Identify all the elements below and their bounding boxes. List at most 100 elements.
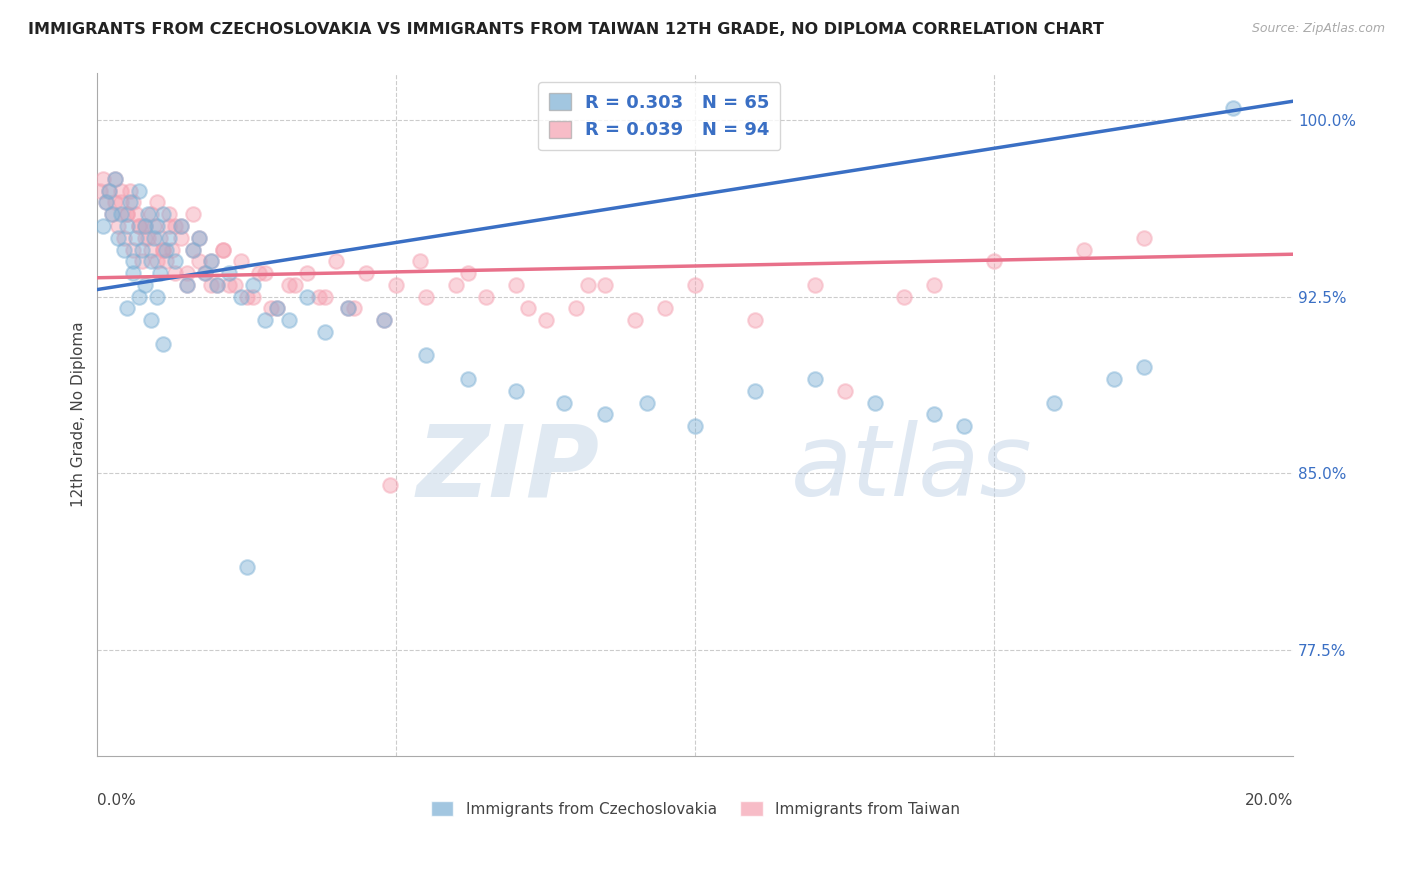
Point [176, 277, 198, 292]
Text: 20.0%: 20.0% [1244, 793, 1294, 808]
Point [98, 184, 121, 198]
Point [110, 184, 132, 198]
Point [457, 266, 479, 280]
Point [141, 243, 163, 257]
Point [91, 219, 114, 233]
Point [457, 372, 479, 386]
Point [131, 254, 153, 268]
Point [165, 219, 187, 233]
Point [89, 184, 111, 198]
Point [125, 231, 148, 245]
Point [212, 243, 235, 257]
Point [134, 231, 156, 245]
Point [134, 219, 156, 233]
Point [200, 277, 222, 292]
Point [924, 277, 946, 292]
Point [373, 313, 395, 327]
Point [803, 372, 825, 386]
Point [505, 277, 527, 292]
Point [744, 384, 766, 398]
Point [146, 289, 169, 303]
Text: 0.0%: 0.0% [97, 793, 136, 808]
Point [149, 266, 172, 280]
Point [260, 301, 283, 316]
Point [134, 277, 156, 292]
Point [110, 207, 132, 221]
Point [170, 219, 193, 233]
Point [115, 207, 138, 221]
Point [115, 219, 138, 233]
Point [534, 313, 557, 327]
Point [120, 184, 142, 198]
Point [152, 243, 174, 257]
Point [863, 395, 886, 409]
Point [409, 254, 432, 268]
Point [170, 219, 193, 233]
Point [1043, 395, 1066, 409]
Point [380, 478, 402, 492]
Point [415, 348, 437, 362]
Point [134, 219, 156, 233]
Y-axis label: 12th Grade, No Diploma: 12th Grade, No Diploma [72, 321, 86, 507]
Point [218, 277, 240, 292]
Point [160, 243, 183, 257]
Point [152, 207, 174, 221]
Text: Source: ZipAtlas.com: Source: ZipAtlas.com [1251, 22, 1385, 36]
Point [516, 301, 538, 316]
Point [141, 254, 163, 268]
Point [136, 207, 159, 221]
Point [266, 301, 288, 316]
Point [115, 207, 138, 221]
Point [505, 384, 527, 398]
Point [253, 313, 276, 327]
Point [242, 289, 264, 303]
Point [194, 266, 217, 280]
Point [1132, 360, 1154, 375]
Point [553, 395, 575, 409]
Point [475, 289, 498, 303]
Point [91, 172, 114, 186]
Point [188, 231, 211, 245]
Point [1102, 372, 1125, 386]
Point [803, 277, 825, 292]
Point [188, 231, 211, 245]
Point [141, 207, 163, 221]
Point [125, 207, 148, 221]
Point [229, 289, 252, 303]
Point [146, 254, 169, 268]
Text: IMMIGRANTS FROM CZECHOSLOVAKIA VS IMMIGRANTS FROM TAIWAN 12TH GRADE, NO DIPLOMA : IMMIGRANTS FROM CZECHOSLOVAKIA VS IMMIGR… [28, 22, 1104, 37]
Point [141, 313, 163, 327]
Point [200, 254, 222, 268]
Point [636, 395, 658, 409]
Point [122, 195, 145, 210]
Point [683, 277, 706, 292]
Point [194, 266, 217, 280]
Point [247, 266, 270, 280]
Point [212, 243, 235, 257]
Point [165, 254, 187, 268]
Point [893, 289, 915, 303]
Point [337, 301, 360, 316]
Point [242, 277, 264, 292]
Point [104, 195, 127, 210]
Point [236, 289, 259, 303]
Point [953, 419, 976, 434]
Point [356, 266, 378, 280]
Point [181, 243, 204, 257]
Point [337, 301, 360, 316]
Point [155, 243, 177, 257]
Point [415, 289, 437, 303]
Point [104, 172, 127, 186]
Point [564, 301, 586, 316]
Point [181, 207, 204, 221]
Point [385, 277, 408, 292]
Point [595, 277, 617, 292]
Point [295, 289, 318, 303]
Point [176, 266, 198, 280]
Point [146, 195, 169, 210]
Point [122, 243, 145, 257]
Point [143, 219, 166, 233]
Point [112, 243, 135, 257]
Point [229, 254, 252, 268]
Point [112, 231, 135, 245]
